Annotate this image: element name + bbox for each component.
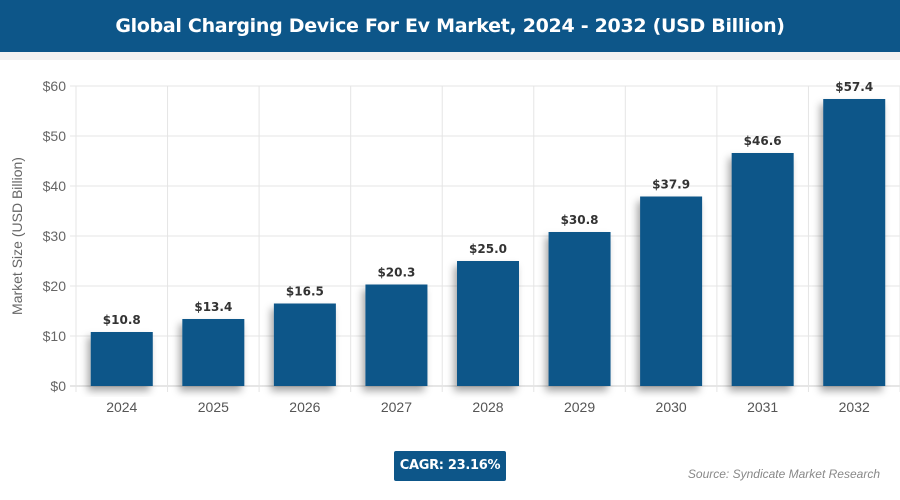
data-label: $13.4 xyxy=(194,300,232,314)
y-tick-label: $10 xyxy=(43,328,67,344)
data-label: $16.5 xyxy=(286,285,324,299)
bar-2032 xyxy=(823,99,886,386)
data-label: $46.6 xyxy=(744,134,782,148)
data-label: $25.0 xyxy=(469,242,507,256)
bar-2026 xyxy=(273,303,336,386)
source-note: Source: Syndicate Market Research xyxy=(687,467,880,481)
data-label: $57.4 xyxy=(835,80,873,94)
header-divider xyxy=(0,52,900,60)
bar-chart: $0 $10 $20 $30 $40 $50 $60 Market Size (USD Bil… xyxy=(9,78,900,415)
y-tick-label: $20 xyxy=(43,278,67,294)
data-label: $20.3 xyxy=(377,266,415,280)
bar-2031 xyxy=(731,153,794,386)
x-tick-label: 2028 xyxy=(472,399,503,415)
bar-2029 xyxy=(548,232,611,386)
bar-2024 xyxy=(90,332,153,386)
y-tick-label: $50 xyxy=(43,128,67,144)
y-tick-label: $0 xyxy=(50,378,66,394)
data-label: $37.9 xyxy=(652,178,690,192)
cagr-badge: CAGR: 23.16% xyxy=(394,451,506,481)
x-tick-label: 2029 xyxy=(564,399,595,415)
data-label: $10.8 xyxy=(103,313,141,327)
bar-2028 xyxy=(457,261,519,386)
x-tick-label: 2027 xyxy=(381,399,412,415)
data-label: $30.8 xyxy=(561,213,599,227)
bar-2030 xyxy=(640,196,703,386)
y-tick-label: $40 xyxy=(43,178,67,194)
x-tick-label: 2024 xyxy=(106,399,137,415)
bar-2025 xyxy=(182,319,245,386)
y-axis-label: Market Size (USD Billion) xyxy=(9,157,25,315)
x-tick-label: 2032 xyxy=(839,399,870,415)
chart-title: Global Charging Device For Ev Market, 20… xyxy=(0,0,900,52)
x-tick-label: 2030 xyxy=(656,399,687,415)
x-tick-label: 2031 xyxy=(747,399,778,415)
y-tick-label: $30 xyxy=(43,228,67,244)
bar-2027 xyxy=(365,284,428,386)
x-tick-label: 2026 xyxy=(289,399,320,415)
y-tick-label: $60 xyxy=(43,78,67,94)
x-tick-label: 2025 xyxy=(198,399,229,415)
